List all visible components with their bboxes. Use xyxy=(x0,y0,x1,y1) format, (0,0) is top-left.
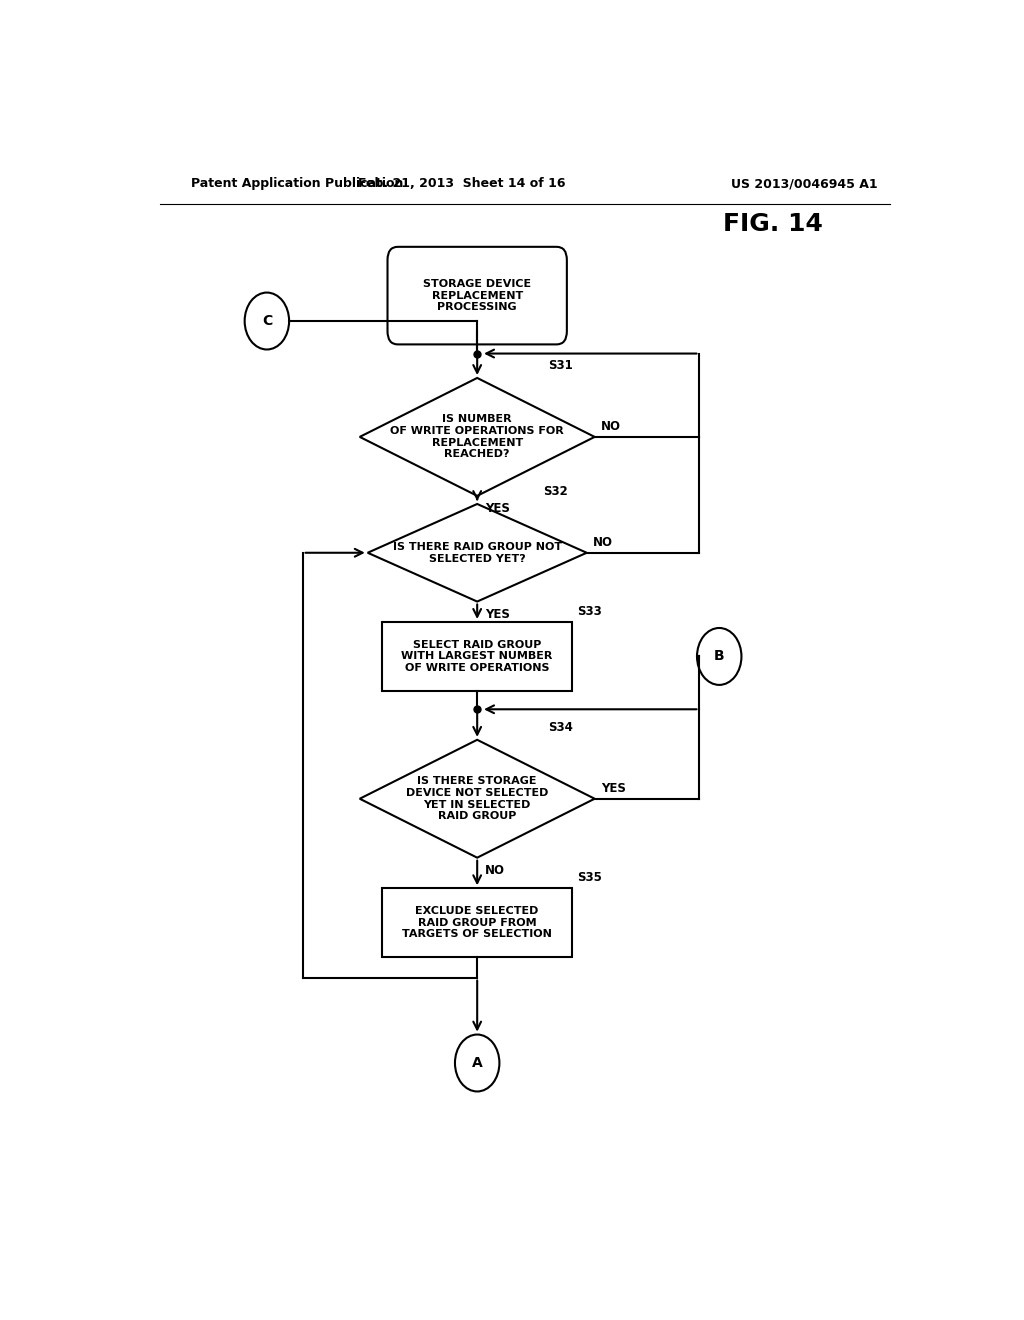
Circle shape xyxy=(455,1035,500,1092)
Text: S35: S35 xyxy=(578,871,602,884)
Text: NO: NO xyxy=(601,420,621,433)
Text: B: B xyxy=(714,649,725,664)
Circle shape xyxy=(245,293,289,350)
Circle shape xyxy=(697,628,741,685)
Text: YES: YES xyxy=(485,502,510,515)
Text: S31: S31 xyxy=(548,359,572,372)
Text: S34: S34 xyxy=(548,721,572,734)
FancyBboxPatch shape xyxy=(387,247,567,345)
Text: NO: NO xyxy=(593,536,613,549)
Text: S32: S32 xyxy=(543,484,567,498)
Polygon shape xyxy=(359,739,595,858)
Polygon shape xyxy=(359,378,595,496)
Bar xyxy=(382,888,572,957)
Polygon shape xyxy=(368,504,587,602)
Text: S33: S33 xyxy=(578,605,602,618)
Text: C: C xyxy=(262,314,272,329)
Text: NO: NO xyxy=(485,863,505,876)
Text: Patent Application Publication: Patent Application Publication xyxy=(191,177,403,190)
Bar xyxy=(382,622,572,690)
Text: STORAGE DEVICE
REPLACEMENT
PROCESSING: STORAGE DEVICE REPLACEMENT PROCESSING xyxy=(423,279,531,313)
Text: YES: YES xyxy=(485,607,510,620)
Text: EXCLUDE SELECTED
RAID GROUP FROM
TARGETS OF SELECTION: EXCLUDE SELECTED RAID GROUP FROM TARGETS… xyxy=(402,906,552,940)
Text: IS THERE STORAGE
DEVICE NOT SELECTED
YET IN SELECTED
RAID GROUP: IS THERE STORAGE DEVICE NOT SELECTED YET… xyxy=(406,776,549,821)
Text: US 2013/0046945 A1: US 2013/0046945 A1 xyxy=(731,177,878,190)
Text: Feb. 21, 2013  Sheet 14 of 16: Feb. 21, 2013 Sheet 14 of 16 xyxy=(357,177,565,190)
Text: SELECT RAID GROUP
WITH LARGEST NUMBER
OF WRITE OPERATIONS: SELECT RAID GROUP WITH LARGEST NUMBER OF… xyxy=(401,640,553,673)
Text: FIG. 14: FIG. 14 xyxy=(723,213,823,236)
Text: IS NUMBER
OF WRITE OPERATIONS FOR
REPLACEMENT
REACHED?: IS NUMBER OF WRITE OPERATIONS FOR REPLAC… xyxy=(390,414,564,459)
Text: IS THERE RAID GROUP NOT
SELECTED YET?: IS THERE RAID GROUP NOT SELECTED YET? xyxy=(392,543,562,564)
Text: YES: YES xyxy=(601,781,626,795)
Text: A: A xyxy=(472,1056,482,1071)
